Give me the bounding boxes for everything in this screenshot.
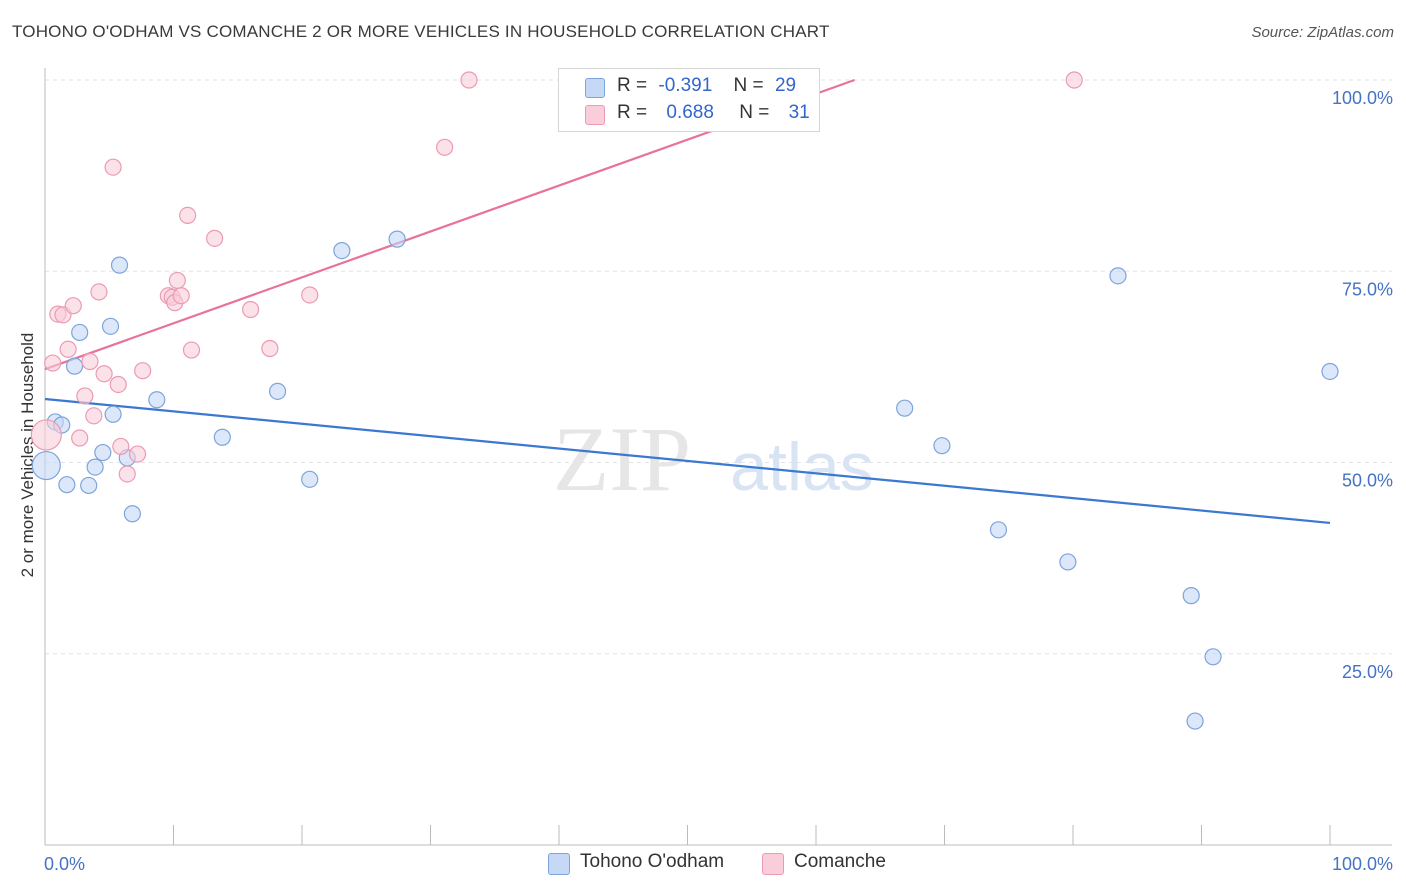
correlation-legend: R = -0.391 N = 29 R = 0.688 N = 31 — [558, 68, 820, 132]
comanche-point — [206, 229, 224, 247]
n-value: 29 — [774, 75, 797, 96]
tohono-point — [101, 317, 120, 335]
legend-swatch-pink — [585, 105, 605, 125]
tohono-point — [989, 521, 1008, 539]
r-label: R = — [617, 102, 648, 123]
legend-swatch-blue — [585, 78, 605, 98]
tohono-point — [94, 443, 112, 462]
tohono-point — [1186, 712, 1204, 730]
axes — [44, 68, 1392, 846]
n-label: N = — [739, 102, 770, 123]
r-value: -0.391 — [658, 75, 713, 96]
comanche-point — [261, 339, 279, 358]
y-tick-label: 50.0% — [1342, 471, 1393, 491]
legend-swatch-tohono — [548, 853, 570, 875]
tohono-point — [268, 382, 287, 400]
tohono-point — [1059, 553, 1077, 571]
tohono-point — [1182, 587, 1200, 605]
tohono-trend-line — [44, 397, 1331, 525]
tohono-point — [1204, 648, 1222, 666]
tohono-point — [58, 476, 76, 494]
comanche-point — [71, 429, 89, 447]
tohono-point — [148, 391, 166, 409]
tohono-point — [86, 458, 104, 476]
comanche-point — [95, 365, 113, 383]
comanche-point — [1065, 71, 1083, 89]
tohono-point — [80, 476, 98, 495]
comanche-point — [168, 271, 186, 290]
data-points — [30, 71, 1339, 730]
comanche-point — [172, 287, 190, 305]
tohono-point — [896, 399, 914, 417]
tohono-point — [104, 405, 122, 423]
tohono-point — [1321, 362, 1339, 381]
comanche-point — [436, 138, 454, 156]
comanche-point — [85, 407, 103, 425]
comanche-point — [44, 354, 62, 372]
comanche-point — [59, 340, 77, 358]
comanche-point — [460, 71, 478, 89]
tohono-point — [31, 450, 61, 481]
comanche-point — [112, 437, 130, 456]
comanche-point — [301, 286, 319, 304]
source-note: Source: ZipAtlas.com — [1251, 24, 1394, 41]
comanche-point — [104, 158, 122, 176]
tohono-point — [65, 357, 84, 375]
x-tick-label: 0.0% — [44, 854, 85, 874]
tohono-point — [933, 437, 951, 455]
comanche-point — [134, 362, 152, 380]
comanche-point — [30, 419, 62, 451]
tohono-point — [213, 428, 231, 446]
r-label: R = — [617, 75, 648, 96]
legend-label-comanche: Comanche — [794, 851, 886, 872]
chart-title: TOHONO O'ODHAM VS COMANCHE 2 OR MORE VEH… — [12, 22, 830, 41]
comanche-point — [64, 297, 82, 315]
comanche-point — [76, 387, 94, 405]
comanche-point — [182, 341, 201, 359]
comanche-point — [90, 283, 108, 301]
tohono-point — [123, 505, 141, 523]
comanche-point — [128, 445, 147, 463]
comanche-point — [179, 206, 197, 225]
comanche-point — [81, 352, 99, 371]
y-tick-label: 75.0% — [1342, 279, 1393, 299]
tohono-point — [1109, 267, 1127, 285]
gridlines — [45, 79, 1392, 655]
tohono-point — [388, 230, 406, 248]
y-tick-label: 100.0% — [1332, 88, 1393, 108]
x-tick-label: 100.0% — [1332, 854, 1393, 874]
tohono-point — [71, 323, 89, 342]
comanche-point — [109, 375, 127, 394]
n-label: N = — [733, 75, 764, 96]
tick-labels: 25.0% 50.0% 75.0% 100.0% 0.0% 100.0% — [44, 88, 1393, 874]
r-value: 0.688 — [666, 102, 714, 123]
tohono-point — [110, 256, 129, 274]
comanche-point — [242, 300, 260, 319]
comanche-point — [118, 465, 136, 483]
tohono-point — [301, 470, 319, 488]
legend-label-tohono: Tohono O'odham — [580, 851, 725, 872]
legend-swatch-comanche — [762, 853, 784, 875]
tohono-point — [333, 241, 351, 260]
n-value: 31 — [788, 102, 810, 123]
y-tick-label: 25.0% — [1342, 662, 1393, 682]
